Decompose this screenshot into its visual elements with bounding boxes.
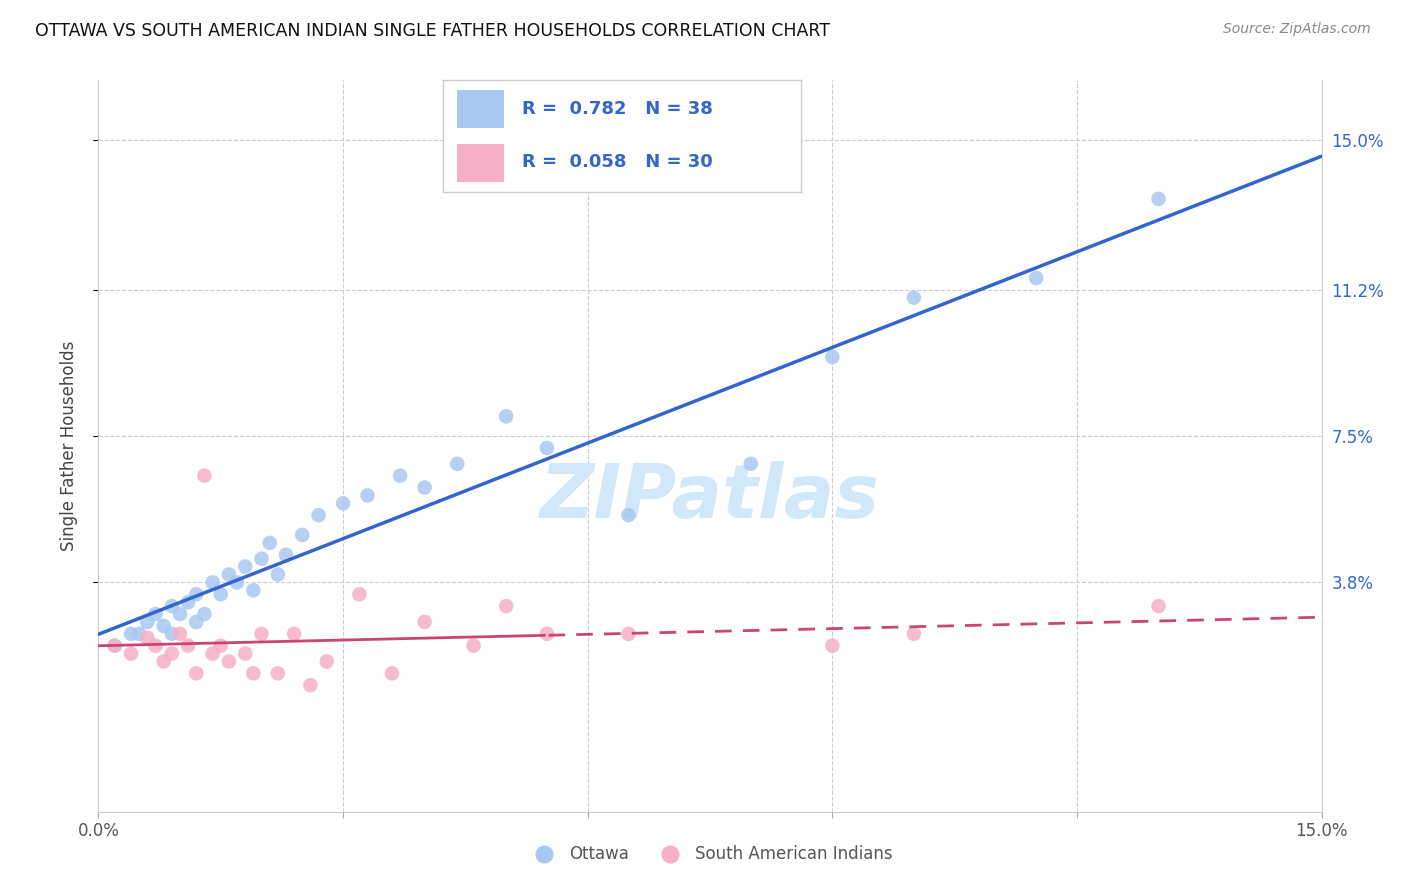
Point [740, 457, 762, 471]
Point [242, 583, 264, 598]
Bar [457, 144, 503, 182]
Point [495, 409, 517, 424]
Point [104, 639, 127, 653]
Point [145, 607, 167, 621]
Point [136, 631, 159, 645]
Point [233, 647, 256, 661]
Point [160, 627, 183, 641]
Point [463, 639, 485, 653]
Point [283, 627, 305, 641]
Point [169, 607, 191, 621]
Point [267, 666, 290, 681]
Point [413, 481, 436, 495]
Text: Source: ZipAtlas.com: Source: ZipAtlas.com [1223, 22, 1371, 37]
Y-axis label: Single Father Households: Single Father Households [59, 341, 77, 551]
Point [209, 639, 232, 653]
Text: ZIPatlas: ZIPatlas [540, 460, 880, 533]
Point [389, 468, 412, 483]
Legend: Ottawa, South American Indians: Ottawa, South American Indians [520, 838, 900, 869]
Point [186, 666, 208, 681]
Point [201, 647, 224, 661]
Point [209, 587, 232, 601]
Point [315, 655, 337, 669]
Point [120, 627, 142, 641]
Point [250, 551, 273, 566]
Point [413, 615, 436, 629]
Point [821, 350, 844, 364]
Text: OTTAWA VS SOUTH AMERICAN INDIAN SINGLE FATHER HOUSEHOLDS CORRELATION CHART: OTTAWA VS SOUTH AMERICAN INDIAN SINGLE F… [35, 22, 830, 40]
Point [193, 468, 215, 483]
Point [169, 627, 191, 641]
Point [536, 441, 558, 455]
Point [299, 678, 322, 692]
Point [381, 666, 404, 681]
Point [186, 587, 208, 601]
Point [233, 559, 256, 574]
Point [104, 639, 127, 653]
Point [218, 567, 240, 582]
Point [193, 607, 215, 621]
Point [1025, 271, 1047, 285]
Point [495, 599, 517, 614]
Point [903, 291, 925, 305]
Point [349, 587, 371, 601]
Point [152, 619, 174, 633]
Point [201, 575, 224, 590]
Point [1147, 599, 1170, 614]
Point [617, 627, 640, 641]
Point [160, 647, 183, 661]
Point [356, 488, 378, 502]
Point [903, 627, 925, 641]
Point [128, 627, 150, 641]
Point [226, 575, 249, 590]
Point [267, 567, 290, 582]
Point [308, 508, 330, 523]
Point [177, 595, 200, 609]
Point [242, 666, 264, 681]
Point [446, 457, 468, 471]
Text: R =  0.058   N = 30: R = 0.058 N = 30 [522, 153, 713, 171]
Point [250, 627, 273, 641]
Point [152, 655, 174, 669]
Point [160, 599, 183, 614]
Point [536, 627, 558, 641]
Point [821, 639, 844, 653]
Point [186, 615, 208, 629]
Point [136, 615, 159, 629]
Point [1147, 192, 1170, 206]
Point [617, 508, 640, 523]
Point [218, 655, 240, 669]
Text: R =  0.782   N = 38: R = 0.782 N = 38 [522, 100, 713, 119]
Point [332, 496, 354, 510]
Bar [457, 90, 503, 128]
Point [259, 536, 281, 550]
Point [274, 548, 297, 562]
Point [145, 639, 167, 653]
Point [177, 639, 200, 653]
Point [120, 647, 142, 661]
Point [291, 528, 314, 542]
